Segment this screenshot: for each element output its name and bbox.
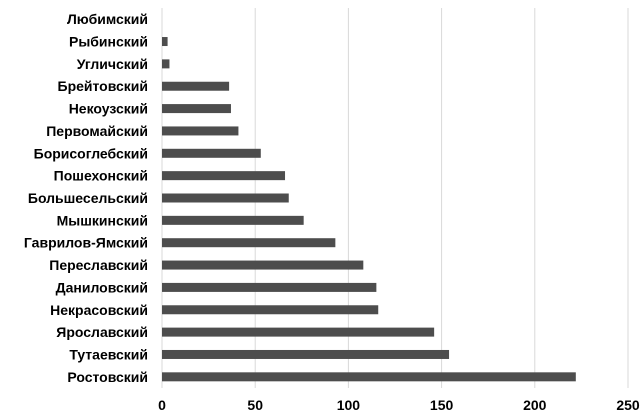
bar xyxy=(162,193,289,203)
category-label: Первомайский xyxy=(46,123,148,139)
bar xyxy=(162,305,379,315)
x-tick-label-250: 250 xyxy=(616,397,640,413)
category-label: Некоузский xyxy=(69,101,148,117)
category-label: Тутаевский xyxy=(69,346,148,362)
category-label: Мышкинский xyxy=(57,212,148,228)
x-tick-labels: 0 50 100 150 200 250 xyxy=(158,397,640,413)
bar xyxy=(162,148,261,158)
x-tick-label-150: 150 xyxy=(430,397,454,413)
bar xyxy=(162,126,239,136)
bar xyxy=(162,37,168,47)
x-tick-label-50: 50 xyxy=(247,397,263,413)
bars xyxy=(162,37,576,382)
x-tick-label-200: 200 xyxy=(523,397,547,413)
x-tick-label-0: 0 xyxy=(158,397,166,413)
bar xyxy=(162,171,286,181)
bar xyxy=(162,327,435,337)
category-label: Ростовский xyxy=(67,369,148,385)
category-label: Ярославский xyxy=(56,324,148,340)
category-label: Рыбинский xyxy=(69,34,148,50)
category-label: Переславский xyxy=(49,257,148,273)
category-label: Брейтовский xyxy=(58,78,149,94)
bar xyxy=(162,349,450,359)
category-label: Некрасовский xyxy=(50,302,148,318)
category-labels: Любимский Рыбинский Угличский Брейтовский Не… xyxy=(24,11,148,385)
bar xyxy=(162,59,170,69)
bar xyxy=(162,260,364,270)
category-label: Борисоглебский xyxy=(34,145,148,161)
bar xyxy=(162,282,377,292)
x-tick-label-100: 100 xyxy=(337,397,361,413)
category-label: Большесельский xyxy=(28,190,148,206)
bar xyxy=(162,81,230,91)
bar xyxy=(162,104,231,114)
category-label: Пошехонский xyxy=(54,168,148,184)
category-label: Гаврилов-Ямский xyxy=(24,235,148,251)
category-label: Любимский xyxy=(67,11,148,27)
bar xyxy=(162,238,336,248)
category-label: Даниловский xyxy=(56,279,148,295)
bar xyxy=(162,215,304,225)
bar xyxy=(162,372,576,382)
category-label: Угличский xyxy=(77,56,148,72)
